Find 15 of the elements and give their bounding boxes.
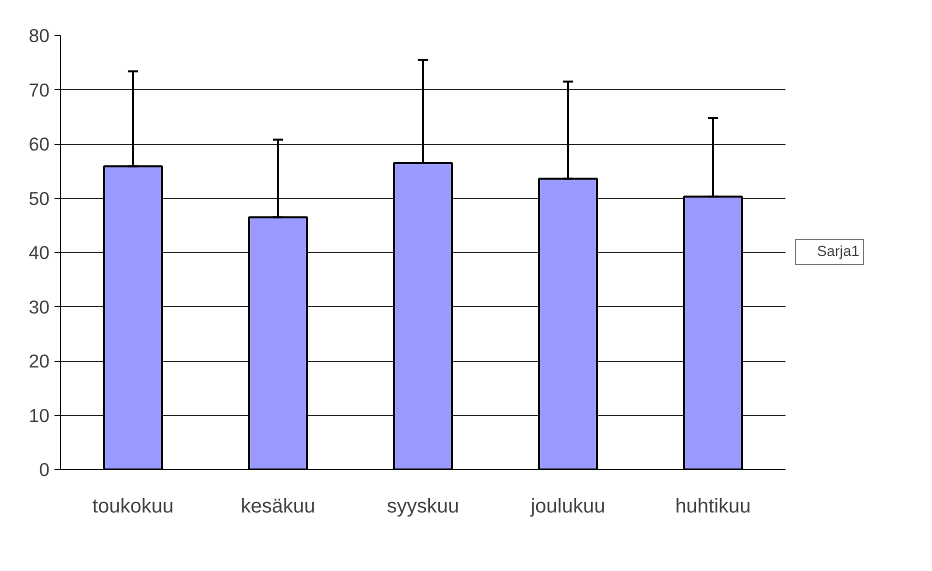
y-tick-label: 60 <box>28 134 50 154</box>
y-tick-label: 30 <box>28 296 50 318</box>
y-tick-label: 10 <box>28 404 50 426</box>
x-tick-label: huhtikuu <box>675 496 751 518</box>
y-tick-label: 80 <box>28 25 50 46</box>
y-tick-label: 70 <box>28 79 50 100</box>
y-tick-label: 20 <box>28 350 50 372</box>
x-tick-label: joulukuu <box>530 496 606 518</box>
text: Sarja1 <box>817 244 860 260</box>
x-tick-label: syyskuu <box>386 496 460 518</box>
y-tick-label: 40 <box>28 242 50 263</box>
x-tick-label: toukokuu <box>92 496 174 518</box>
y-tick-label: 50 <box>28 188 50 209</box>
y-tick-label: 0 <box>39 459 50 480</box>
x-tick-label: kesäkuu <box>240 496 316 518</box>
